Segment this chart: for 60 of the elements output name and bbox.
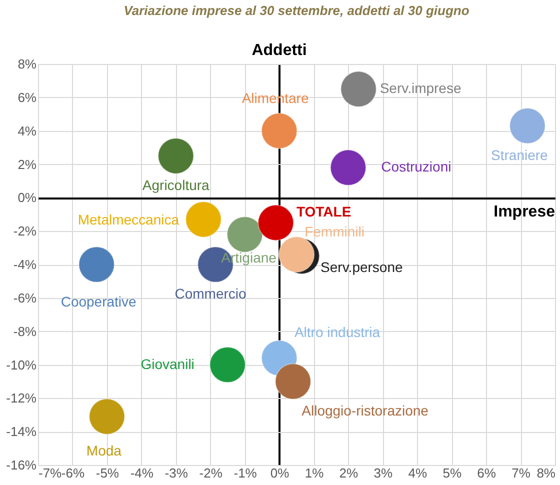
point <box>261 112 298 149</box>
series-label: Costruzioni <box>381 158 452 175</box>
point <box>209 346 246 383</box>
series-label: Moda <box>86 442 122 459</box>
y-axis-title: Addetti <box>252 42 307 59</box>
y-tick-label: -6% <box>13 290 37 306</box>
x-tick-label: 5% <box>442 466 462 480</box>
point <box>274 363 312 400</box>
point <box>78 246 115 283</box>
point <box>185 201 222 238</box>
x-tick-label: -1% <box>234 466 258 480</box>
y-tick-label: 4% <box>18 123 37 138</box>
point <box>88 398 126 435</box>
chart-title: Variazione imprese al 30 settembre, addetti al 30 giugno <box>124 3 470 18</box>
x-tick-label: 7% <box>512 466 531 480</box>
point <box>509 108 546 144</box>
y-tick-label: 8% <box>18 56 37 72</box>
point <box>158 138 194 174</box>
y-tick-label: -10% <box>6 357 37 372</box>
x-tick-label: 3% <box>374 466 393 480</box>
series-label: Femminili <box>304 223 364 240</box>
point <box>226 216 263 253</box>
x-tick-label: 2% <box>339 466 359 480</box>
x-tick-label: -4% <box>130 466 154 480</box>
x-tick-label: 8% <box>536 466 556 480</box>
series-label: Cooperative <box>60 294 137 310</box>
x-tick-label: 0% <box>270 466 290 480</box>
series-label: Giovanili <box>140 356 194 372</box>
x-tick-label: 4% <box>408 466 428 480</box>
series-label: Commercio <box>174 286 246 302</box>
series-label: TOTALE <box>296 204 352 220</box>
x-axis-title: Imprese <box>494 204 556 221</box>
series-label: Straniere <box>491 146 548 163</box>
x-tick-label: 6% <box>477 466 496 480</box>
point <box>340 70 377 108</box>
y-tick-label: -8% <box>13 324 37 339</box>
y-tick-label: 2% <box>18 156 37 172</box>
series-label: Alloggio-ristorazione <box>302 402 429 418</box>
y-tick-label: -16% <box>6 458 37 472</box>
series-label: Serv.imprese <box>380 80 462 96</box>
x-tick-label: -6% <box>61 466 85 480</box>
y-tick-label: 0% <box>18 190 37 206</box>
series-label: Altro industria <box>294 324 380 340</box>
y-tick-label: -12% <box>6 390 37 406</box>
point <box>258 204 294 241</box>
x-tick-label: -2% <box>199 466 223 480</box>
series-label: Serv.persone <box>320 259 403 276</box>
x-tick-label: -5% <box>96 466 120 480</box>
y-tick-label: 6% <box>18 90 37 105</box>
y-tick-label: -4% <box>13 257 37 272</box>
point <box>330 149 366 186</box>
series-label: Agricoltura <box>142 176 210 193</box>
y-tick-label: -2% <box>13 224 37 239</box>
point <box>278 236 315 273</box>
series-label: Metalmeccanica <box>78 211 180 228</box>
series-label: Alimentare <box>242 90 309 106</box>
y-tick-label: -14% <box>6 424 37 440</box>
x-tick-label: 1% <box>304 466 324 480</box>
x-tick-label: -7% <box>38 466 62 480</box>
x-tick-label: -3% <box>164 466 188 480</box>
